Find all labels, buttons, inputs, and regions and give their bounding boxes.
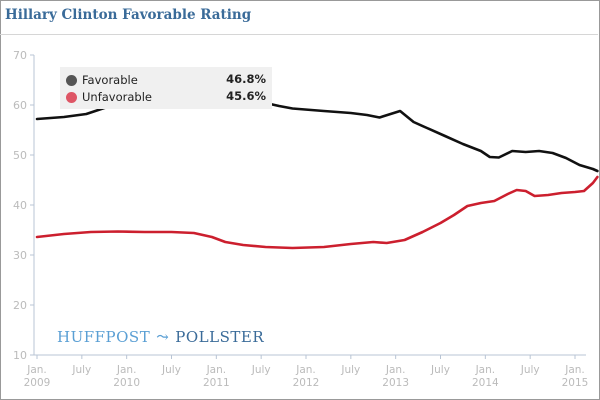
- legend: Favorable 46.8% Unfavorable 45.6%: [60, 67, 272, 109]
- x-tick-label-year: 2015: [562, 377, 589, 389]
- legend-label: Favorable: [82, 73, 138, 87]
- legend-marker-unfavorable: [66, 91, 77, 103]
- y-tick-label: 70: [13, 49, 27, 62]
- y-tick-label: 60: [13, 99, 27, 112]
- x-tick-label: Jan.: [564, 364, 585, 376]
- x-tick-label: July: [520, 364, 540, 376]
- x-tick-label-year: 2012: [293, 377, 320, 389]
- x-tick-label: July: [340, 364, 360, 376]
- y-tick-label: 30: [13, 249, 27, 262]
- x-tick-label-year: 2009: [24, 377, 51, 389]
- x-tick-label: July: [251, 364, 271, 376]
- title-divider: [0, 34, 598, 35]
- x-tick-label: July: [430, 364, 450, 376]
- huffpost-pollster-logo: HUFFPOST ⤳ POLLSTER: [57, 328, 264, 346]
- swoosh-icon: ⤳: [156, 328, 170, 346]
- x-tick-label: Jan.: [206, 364, 227, 376]
- legend-value-favorable: 46.8%: [226, 72, 266, 86]
- x-tick-label-year: 2011: [203, 377, 230, 389]
- brand-pollster: POLLSTER: [175, 328, 265, 346]
- legend-item-favorable[interactable]: Favorable: [66, 72, 266, 88]
- legend-item-unfavorable[interactable]: Unfavorable: [66, 89, 266, 105]
- x-tick-label: July: [161, 364, 181, 376]
- y-tick-label: 50: [13, 149, 27, 162]
- series-line-unfavorable[interactable]: [35, 175, 599, 250]
- y-tick-label: 10: [13, 349, 27, 362]
- x-tick-label: Jan.: [385, 364, 406, 376]
- x-tick-label: Jan.: [116, 364, 137, 376]
- x-tick-label-year: 2014: [472, 377, 499, 389]
- brand-huffpost: HUFFPOST: [57, 328, 151, 346]
- series-lines: [35, 94, 599, 250]
- x-tick-label: Jan.: [26, 364, 47, 376]
- x-tick-label: July: [71, 364, 91, 376]
- x-tick-label-year: 2013: [382, 377, 409, 389]
- x-tick-label: Jan.: [475, 364, 496, 376]
- y-tick-label: 40: [13, 199, 27, 212]
- legend-value-unfavorable: 45.6%: [226, 89, 266, 103]
- x-tick-label: Jan.: [295, 364, 316, 376]
- legend-marker-favorable: [66, 74, 77, 86]
- y-tick-label: 20: [13, 299, 27, 312]
- chart-title: Hillary Clinton Favorable Rating: [5, 7, 252, 23]
- x-tick-label-year: 2010: [113, 377, 140, 389]
- legend-label: Unfavorable: [82, 90, 152, 104]
